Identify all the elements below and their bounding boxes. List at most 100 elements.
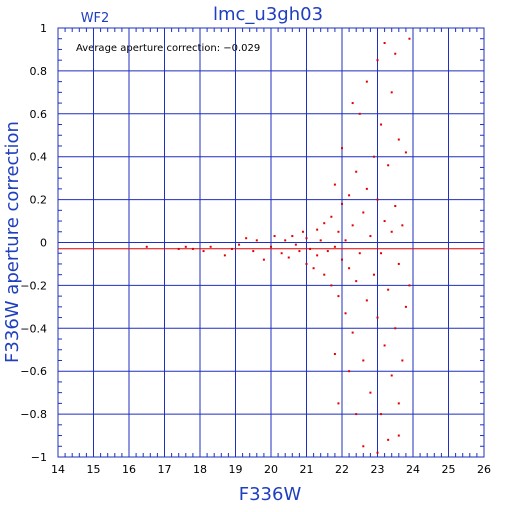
- data-point: [365, 80, 368, 83]
- grid-layer: [57, 27, 485, 458]
- data-point: [390, 91, 393, 94]
- data-point: [191, 247, 194, 250]
- data-point: [376, 198, 379, 201]
- y-tick-label: −0.8: [20, 408, 47, 421]
- data-point: [348, 194, 351, 197]
- data-point: [348, 370, 351, 373]
- x-tick-label: 14: [51, 463, 65, 476]
- data-point: [380, 123, 383, 126]
- data-point: [362, 211, 365, 214]
- data-point: [323, 222, 326, 225]
- data-point: [312, 267, 315, 270]
- data-point: [341, 202, 343, 205]
- data-point: [362, 445, 365, 448]
- data-point: [344, 312, 347, 315]
- data-point: [323, 273, 326, 276]
- tick-layer: 14 15 16 17 18 19 20 21 22 23 24 25 26 1 0.8 0.6 0.4 0.2 0…: [20, 22, 491, 476]
- x-tick-label: 20: [264, 463, 278, 476]
- data-point: [351, 224, 354, 227]
- data-point: [337, 295, 340, 298]
- data-point: [245, 237, 248, 240]
- data-point: [394, 205, 397, 208]
- data-point: [209, 245, 212, 248]
- data-point: [394, 327, 397, 330]
- data-point: [319, 239, 322, 242]
- data-point: [397, 138, 400, 141]
- data-point: [145, 245, 148, 248]
- chart-annotation: Average aperture correction: −0.029: [76, 43, 260, 54]
- data-point: [284, 239, 287, 242]
- data-point: [177, 247, 180, 250]
- data-point: [365, 187, 368, 190]
- y-tick-label: −0.6: [20, 365, 47, 378]
- data-point: [333, 245, 336, 248]
- data-point: [316, 228, 319, 231]
- data-point: [383, 220, 386, 223]
- data-point: [408, 37, 411, 40]
- data-point: [238, 243, 241, 246]
- data-point: [380, 413, 383, 416]
- data-point: [305, 237, 308, 240]
- data-point: [355, 413, 358, 416]
- data-point: [387, 438, 390, 441]
- data-point: [333, 353, 336, 356]
- chart-title: lmc_u3gh03: [213, 4, 323, 25]
- data-point: [223, 254, 226, 257]
- data-point: [358, 112, 361, 115]
- data-point: [355, 280, 358, 283]
- data-point: [202, 250, 205, 253]
- data-point: [280, 252, 283, 255]
- data-point: [309, 247, 312, 250]
- data-point: [362, 359, 365, 362]
- data-point: [316, 254, 319, 257]
- data-point: [301, 230, 304, 233]
- data-point: [401, 224, 404, 227]
- y-tick-label: 0.4: [30, 151, 48, 164]
- data-point: [341, 258, 343, 261]
- data-point: [184, 245, 187, 248]
- data-point: [387, 288, 390, 291]
- data-point: [351, 331, 354, 334]
- data-point: [358, 252, 361, 255]
- data-point: [337, 230, 340, 233]
- data-point: [333, 183, 336, 186]
- data-point: [397, 262, 400, 265]
- data-point: [387, 164, 390, 167]
- data-point: [337, 402, 340, 405]
- data-point: [341, 147, 343, 150]
- data-point: [291, 235, 294, 238]
- data-point: [397, 434, 400, 437]
- data-point: [255, 239, 258, 242]
- x-tick-label: 18: [193, 463, 207, 476]
- data-point: [397, 402, 400, 405]
- data-point: [394, 52, 397, 55]
- data-point: [287, 256, 290, 259]
- data-point: [252, 250, 255, 253]
- x-tick-label: 21: [300, 463, 314, 476]
- y-tick-label: 0.2: [30, 194, 48, 207]
- x-tick-label: 24: [406, 463, 420, 476]
- data-point: [262, 258, 265, 261]
- data-point: [344, 239, 347, 242]
- data-point: [230, 247, 233, 250]
- x-tick-label: 23: [371, 463, 385, 476]
- y-tick-label: −0.4: [20, 322, 47, 335]
- data-point: [372, 273, 375, 276]
- data-point: [351, 102, 354, 105]
- data-point: [298, 250, 301, 253]
- data-point: [390, 230, 393, 233]
- y-tick-label: −0.2: [20, 279, 47, 292]
- x-tick-label: 25: [442, 463, 456, 476]
- x-tick-label: 19: [229, 463, 243, 476]
- data-point: [390, 374, 393, 377]
- data-point: [365, 299, 368, 302]
- x-tick-label: 15: [87, 463, 101, 476]
- x-tick-label: 16: [122, 463, 136, 476]
- x-tick-label: 26: [477, 463, 491, 476]
- data-point: [404, 305, 407, 308]
- data-point: [372, 155, 375, 158]
- data-point: [273, 235, 276, 238]
- data-point: [401, 359, 404, 362]
- y-tick-label: 0: [40, 237, 47, 250]
